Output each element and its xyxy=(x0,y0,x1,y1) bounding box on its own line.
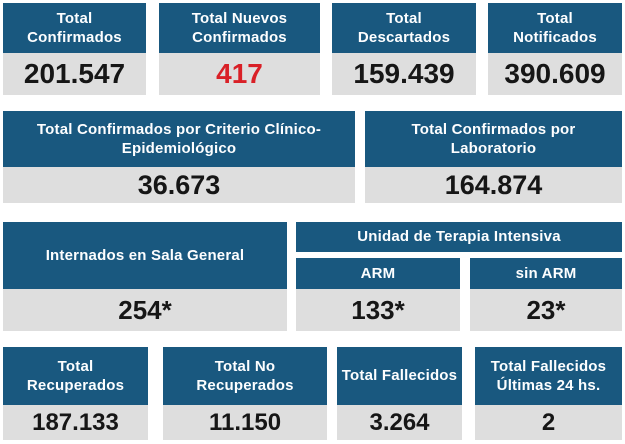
card-total-recuperados: Total Recuperados 187.133 xyxy=(3,347,148,440)
card-total-descartados-value: 159.439 xyxy=(332,53,476,95)
card-total-confirmados-header: Total Confirmados xyxy=(3,3,146,53)
card-total-notificados-value: 390.609 xyxy=(488,53,622,95)
card-total-confirmados: Total Confirmados 201.547 xyxy=(3,3,146,95)
card-total-nuevos-confirmados-value: 417 xyxy=(159,53,320,95)
card-total-fallecidos-24hs: Total Fallecidos Últimas 24 hs. 2 xyxy=(475,347,622,440)
card-uti-sin-arm-value: 23* xyxy=(470,289,622,331)
card-total-descartados-header: Total Descartados xyxy=(332,3,476,53)
card-confirmados-laboratorio-header: Total Confirmados por Laboratorio xyxy=(365,111,622,167)
card-uti-sin-arm-header: sin ARM xyxy=(470,258,622,289)
card-total-fallecidos-24hs-value: 2 xyxy=(475,405,622,440)
card-total-fallecidos-value: 3.264 xyxy=(337,405,462,440)
card-total-notificados-header: Total Notificados xyxy=(488,3,622,53)
card-total-fallecidos-header: Total Fallecidos xyxy=(337,347,462,405)
card-uti-arm: ARM 133* xyxy=(296,258,460,331)
card-total-recuperados-value: 187.133 xyxy=(3,405,148,440)
card-total-nuevos-confirmados-header: Total Nuevos Confirmados xyxy=(159,3,320,53)
card-internados-sala-general-header: Internados en Sala General xyxy=(3,222,287,289)
card-total-fallecidos-24hs-header: Total Fallecidos Últimas 24 hs. xyxy=(475,347,622,405)
card-total-nuevos-confirmados: Total Nuevos Confirmados 417 xyxy=(159,3,320,95)
card-total-fallecidos: Total Fallecidos 3.264 xyxy=(337,347,462,440)
card-uti-arm-header: ARM xyxy=(296,258,460,289)
uti-section-header: Unidad de Terapia Intensiva xyxy=(296,222,622,252)
card-total-recuperados-header: Total Recuperados xyxy=(3,347,148,405)
card-confirmados-criterio-clinico: Total Confirmados por Criterio Clínico-E… xyxy=(3,111,355,203)
card-total-confirmados-value: 201.547 xyxy=(3,53,146,95)
card-confirmados-criterio-clinico-header: Total Confirmados por Criterio Clínico-E… xyxy=(3,111,355,167)
card-total-descartados: Total Descartados 159.439 xyxy=(332,3,476,95)
card-total-no-recuperados-value: 11.150 xyxy=(163,405,327,440)
card-total-no-recuperados-header: Total No Recuperados xyxy=(163,347,327,405)
card-uti-arm-value: 133* xyxy=(296,289,460,331)
card-uti-sin-arm: sin ARM 23* xyxy=(470,258,622,331)
card-confirmados-laboratorio-value: 164.874 xyxy=(365,167,622,203)
card-total-no-recuperados: Total No Recuperados 11.150 xyxy=(163,347,327,440)
card-confirmados-criterio-clinico-value: 36.673 xyxy=(3,167,355,203)
card-internados-sala-general-value: 254* xyxy=(3,289,287,331)
card-confirmados-laboratorio: Total Confirmados por Laboratorio 164.87… xyxy=(365,111,622,203)
card-total-notificados: Total Notificados 390.609 xyxy=(488,3,622,95)
card-internados-sala-general: Internados en Sala General 254* xyxy=(3,222,287,331)
